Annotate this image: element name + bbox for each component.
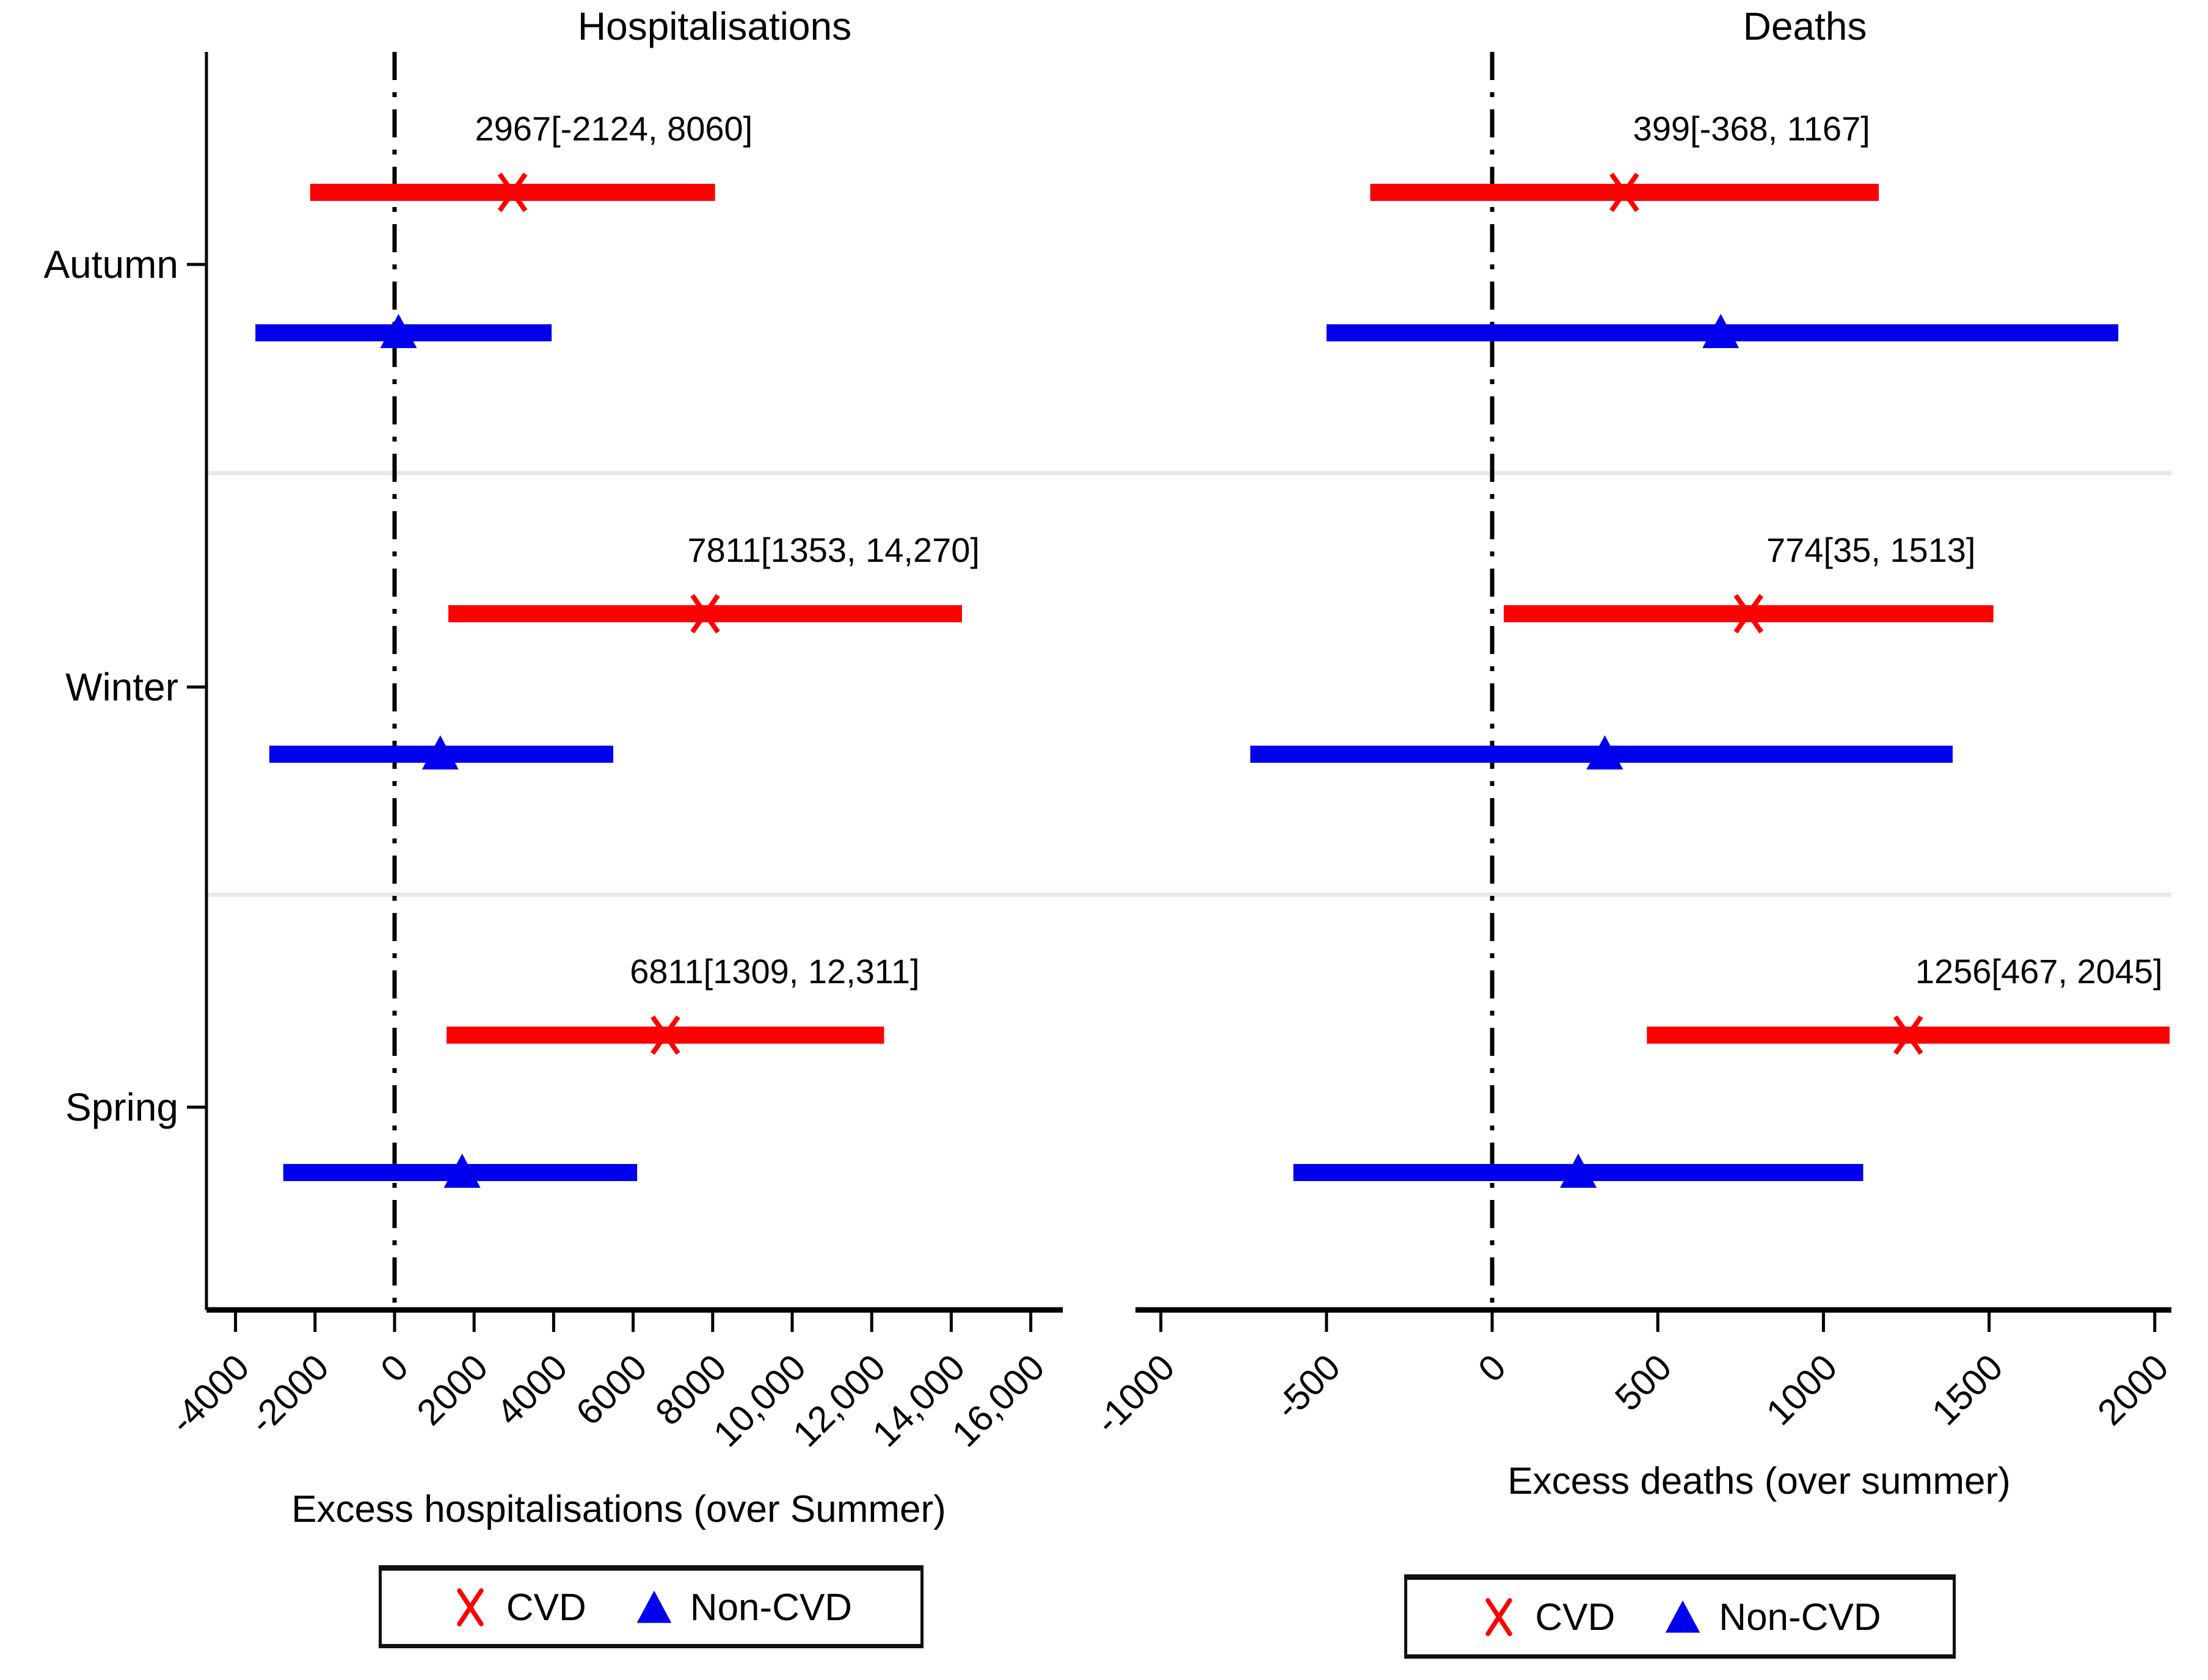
cvd-x-marker <box>1733 594 1764 634</box>
legend-label-noncvd: Non-CVD <box>1719 1596 1881 1638</box>
x-tick-label: -2000 <box>241 1347 337 1442</box>
x-tick-label: 500 <box>1607 1347 1679 1419</box>
legend-item-noncvd: Non-CVD <box>1663 1596 1881 1639</box>
legend-item-cvd: CVD <box>450 1586 586 1629</box>
noncvd-triangle-icon <box>636 1590 672 1623</box>
x-tick-label: 1000 <box>1758 1347 1845 1433</box>
season-label: Autumn <box>43 242 178 286</box>
x-tick-label: 2000 <box>2090 1347 2176 1433</box>
x-tick-label: 1500 <box>1924 1347 2011 1433</box>
cvd-x-icon <box>1485 1598 1513 1637</box>
x-tick-label: 0 <box>373 1347 416 1390</box>
noncvd-triangle-marker <box>1702 314 1740 348</box>
x-tick-label: 16,000 <box>944 1347 1052 1455</box>
estimate-annotation: 2967[-2124, 8060] <box>475 109 753 148</box>
x-tick-label: 0 <box>1470 1347 1514 1390</box>
noncvd-triangle-marker <box>421 735 459 769</box>
cvd-x-marker <box>650 1015 680 1055</box>
x-tick-label: -4000 <box>162 1347 257 1442</box>
estimate-annotation: 774[35, 1513] <box>1766 531 1976 569</box>
estimate-annotation: 399[-368, 1167] <box>1633 109 1870 148</box>
panel-title-hospitalisations: Hospitalisations <box>577 4 852 48</box>
legend-hospitalisations: CVD Non-CVD <box>379 1565 924 1648</box>
legend-label-cvd: CVD <box>506 1586 586 1629</box>
season-label: Spring <box>65 1085 178 1129</box>
panel-title-deaths: Deaths <box>1743 4 1867 48</box>
noncvd-triangle-marker <box>1586 735 1623 769</box>
noncvd-triangle-marker <box>1560 1154 1597 1188</box>
cvd-x-marker <box>1893 1015 1923 1055</box>
cvd-x-icon <box>457 1588 484 1627</box>
season-label: Winter <box>65 665 178 709</box>
estimate-annotation: 7811[1353, 14,270] <box>687 531 980 569</box>
x-tick-label: 4000 <box>489 1347 575 1433</box>
cvd-x-marker <box>1609 172 1639 213</box>
legend-deaths: CVD Non-CVD <box>1404 1574 1956 1659</box>
estimate-annotation: 6811[1309, 12,311] <box>630 952 919 991</box>
legend-item-cvd: CVD <box>1479 1596 1615 1639</box>
x-tick-label: -1000 <box>1087 1347 1182 1442</box>
cvd-x-marker <box>497 172 528 213</box>
legend-item-noncvd: Non-CVD <box>634 1586 852 1629</box>
x-tick-label: 2000 <box>409 1347 496 1433</box>
legend-label-cvd: CVD <box>1535 1596 1616 1638</box>
noncvd-triangle-marker <box>380 314 417 348</box>
x-axis-label-hospitalisations: Excess hospitalisations (over Summer) <box>291 1488 946 1530</box>
noncvd-triangle-icon <box>1666 1600 1700 1633</box>
noncvd-triangle-marker <box>443 1154 481 1188</box>
legend-label-noncvd: Non-CVD <box>690 1586 853 1629</box>
x-tick-label: 6000 <box>568 1347 655 1433</box>
x-tick-label: -500 <box>1267 1347 1348 1427</box>
estimate-annotation: 1256[467, 2045] <box>1915 952 2163 991</box>
x-axis-label-deaths: Excess deaths (over summer) <box>1507 1460 2011 1502</box>
cvd-x-marker <box>690 594 720 634</box>
